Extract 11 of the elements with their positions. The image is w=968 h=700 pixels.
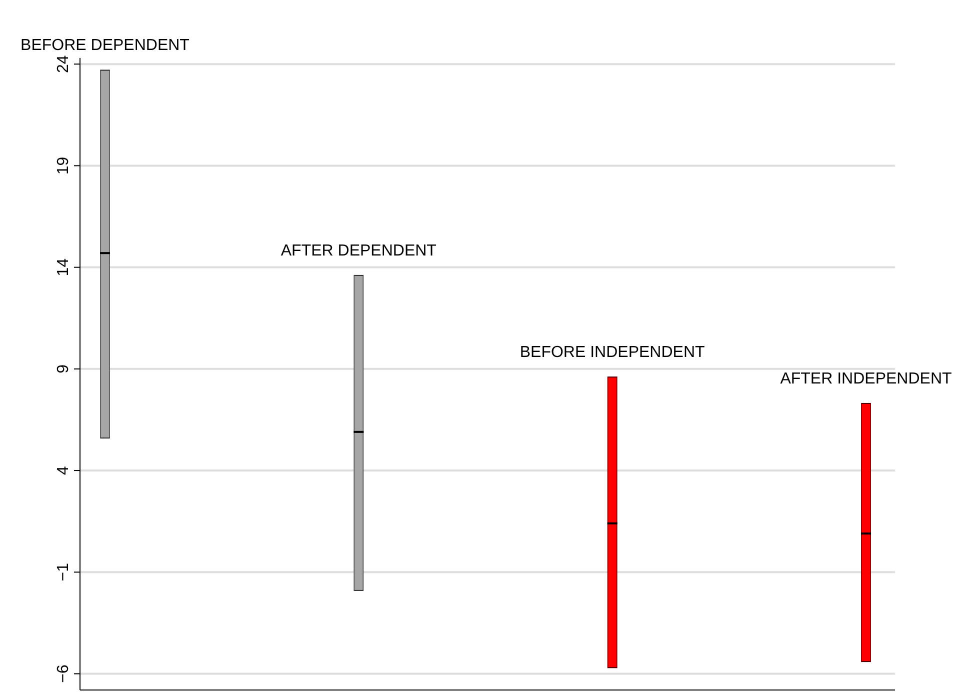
x-tick-label: AFTER DEPENDENT [280,242,437,260]
y-tick-label: 14 [55,258,72,276]
y-tick-label: 24 [55,55,72,73]
y-tick-label: −6 [55,664,72,683]
x-tick-label: BEFORE INDEPENDENT [520,344,706,362]
y-tick-label: −1 [55,562,72,582]
y-tick-label: 4 [55,466,72,475]
y-tick-label: 19 [55,156,72,175]
y-tick-label: 9 [55,364,72,374]
x-tick-label: AFTER INDEPENDENT [780,370,952,388]
x-tick-label: BEFORE DEPENDENT [20,37,190,54]
